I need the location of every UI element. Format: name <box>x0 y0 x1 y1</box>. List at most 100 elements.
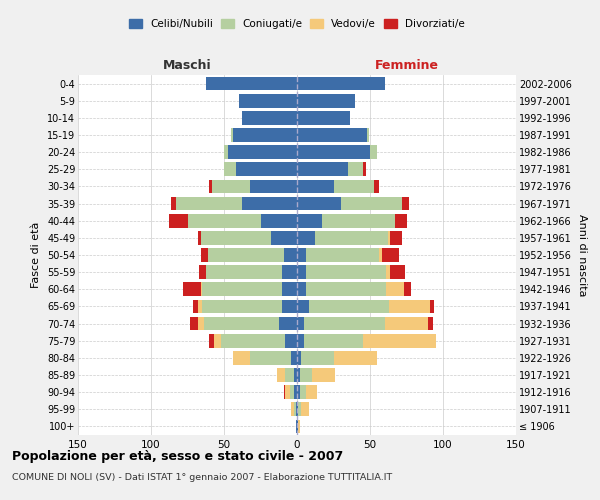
Bar <box>176 196 242 210</box>
Bar <box>242 111 297 124</box>
Bar <box>209 334 214 347</box>
Bar <box>297 266 306 279</box>
Bar <box>306 248 379 262</box>
Bar <box>322 214 395 228</box>
Text: Popolazione per età, sesso e stato civile - 2007: Popolazione per età, sesso e stato civil… <box>12 450 343 463</box>
Bar <box>402 196 409 210</box>
Bar <box>208 248 284 262</box>
Bar <box>214 334 221 347</box>
Bar <box>306 386 317 399</box>
Bar <box>229 146 297 159</box>
Bar <box>199 266 206 279</box>
Bar <box>294 368 297 382</box>
Text: Maschi: Maschi <box>163 58 212 71</box>
Bar <box>300 386 306 399</box>
Bar <box>198 300 202 314</box>
Bar <box>297 128 367 142</box>
Bar <box>224 146 229 159</box>
Text: Femmine: Femmine <box>374 58 439 71</box>
Bar <box>363 334 436 347</box>
Bar <box>297 180 334 194</box>
Bar <box>198 316 203 330</box>
Bar <box>370 146 377 159</box>
Bar <box>389 300 430 314</box>
Bar <box>250 180 297 194</box>
Bar <box>379 248 382 262</box>
Y-axis label: Anni di nascita: Anni di nascita <box>577 214 587 296</box>
Bar <box>271 231 297 244</box>
Bar <box>382 248 399 262</box>
Bar <box>297 368 300 382</box>
Bar <box>348 162 363 176</box>
Bar <box>202 300 283 314</box>
Bar <box>297 351 301 364</box>
Bar <box>212 180 250 194</box>
Bar <box>297 248 306 262</box>
Bar <box>297 282 306 296</box>
Bar <box>250 351 291 364</box>
Bar <box>395 214 407 228</box>
Bar <box>200 248 208 262</box>
Bar <box>304 334 363 347</box>
Bar <box>391 266 405 279</box>
Bar <box>200 231 271 244</box>
Bar <box>297 162 348 176</box>
Bar <box>314 231 388 244</box>
Bar <box>363 162 365 176</box>
Bar <box>306 282 386 296</box>
Bar <box>297 300 308 314</box>
Bar <box>172 196 176 210</box>
Bar <box>203 316 280 330</box>
Bar <box>277 368 286 382</box>
Bar <box>286 386 290 399</box>
Bar <box>291 402 294 416</box>
Bar <box>298 420 300 434</box>
Bar <box>297 214 322 228</box>
Bar <box>297 402 298 416</box>
Bar <box>232 128 233 142</box>
Bar <box>209 180 212 194</box>
Bar <box>297 94 355 108</box>
Bar <box>233 351 250 364</box>
Bar <box>297 386 300 399</box>
Bar <box>297 111 350 124</box>
Bar <box>404 282 411 296</box>
Bar <box>290 386 294 399</box>
Bar <box>283 282 297 296</box>
Bar <box>188 214 260 228</box>
Bar <box>297 420 298 434</box>
Bar <box>386 266 391 279</box>
Bar <box>308 300 389 314</box>
Bar <box>391 231 402 244</box>
Bar <box>206 266 283 279</box>
Bar <box>280 316 297 330</box>
Bar <box>300 368 311 382</box>
Bar <box>297 146 370 159</box>
Bar <box>297 334 304 347</box>
Bar <box>284 386 286 399</box>
Bar <box>385 316 428 330</box>
Bar <box>298 402 301 416</box>
Bar <box>198 231 200 244</box>
Bar <box>200 282 202 296</box>
Text: COMUNE DI NOLI (SV) - Dati ISTAT 1° gennaio 2007 - Elaborazione TUTTITALIA.IT: COMUNE DI NOLI (SV) - Dati ISTAT 1° genn… <box>12 472 392 482</box>
Bar <box>284 248 297 262</box>
Bar <box>193 300 198 314</box>
Bar <box>301 351 334 364</box>
Bar <box>286 334 297 347</box>
Bar <box>294 402 296 416</box>
Bar <box>306 266 386 279</box>
Bar <box>190 316 198 330</box>
Bar <box>374 180 379 194</box>
Y-axis label: Fasce di età: Fasce di età <box>31 222 41 288</box>
Bar <box>297 231 314 244</box>
Bar <box>301 402 308 416</box>
Bar <box>297 316 304 330</box>
Bar <box>221 334 286 347</box>
Bar <box>233 128 297 142</box>
Bar <box>291 351 297 364</box>
Bar <box>296 402 297 416</box>
Bar <box>311 368 335 382</box>
Bar <box>430 300 434 314</box>
Bar <box>260 214 297 228</box>
